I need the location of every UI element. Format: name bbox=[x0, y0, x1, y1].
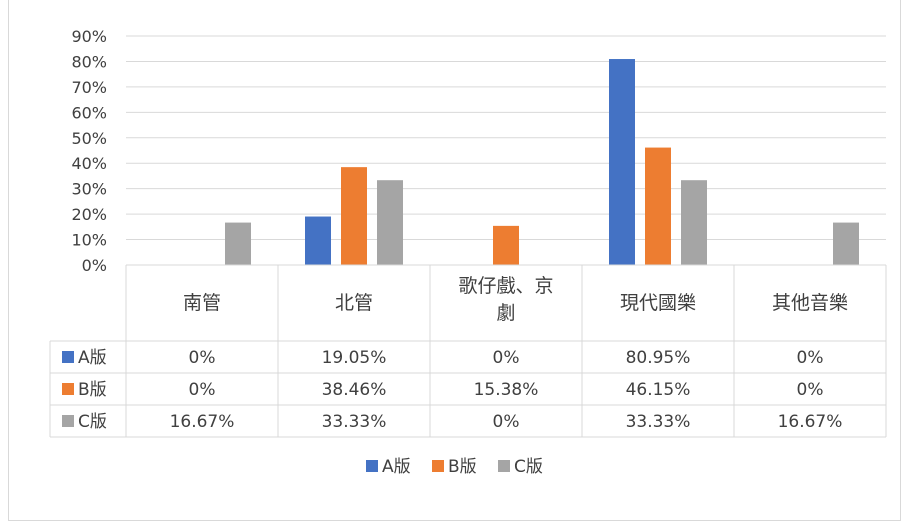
data-table-cell: 38.46% bbox=[322, 380, 387, 400]
y-tick-label: 80% bbox=[71, 52, 107, 71]
y-tick-label: 20% bbox=[71, 205, 107, 224]
y-tick-label: 60% bbox=[71, 103, 107, 122]
category-label: 其他音樂 bbox=[772, 292, 848, 314]
data-table-cell: 0% bbox=[189, 380, 216, 400]
data-table-cell: 19.05% bbox=[322, 348, 387, 368]
legend-swatch bbox=[432, 460, 444, 472]
row-legend-key bbox=[62, 351, 74, 363]
data-table-cell: 0% bbox=[797, 348, 824, 368]
category-label: 歌仔戲、京 bbox=[458, 275, 553, 297]
y-tick-label: 90% bbox=[71, 27, 107, 46]
row-legend-key bbox=[62, 415, 74, 427]
bar-C版-現代國樂 bbox=[681, 180, 707, 265]
row-series-label: B版 bbox=[78, 380, 107, 400]
bar-A版-北管 bbox=[305, 216, 331, 265]
data-table-cell: 0% bbox=[493, 348, 520, 368]
y-tick-label: 30% bbox=[71, 180, 107, 199]
legend-label: A版 bbox=[382, 457, 411, 477]
data-table-cell: 33.33% bbox=[626, 412, 691, 432]
data-table-cell: 80.95% bbox=[626, 348, 691, 368]
data-table-cell: 0% bbox=[797, 380, 824, 400]
row-series-label: A版 bbox=[78, 348, 107, 368]
category-label: 南管 bbox=[183, 292, 221, 314]
category-label: 劇 bbox=[496, 302, 515, 324]
data-table-cell: 16.67% bbox=[778, 412, 843, 432]
data-table-cell: 16.67% bbox=[170, 412, 235, 432]
row-legend-key bbox=[62, 383, 74, 395]
bar-B版-歌仔戲、京劇 bbox=[493, 225, 519, 265]
data-table-cell: 15.38% bbox=[474, 380, 539, 400]
bar-C版-其他音樂 bbox=[833, 222, 859, 265]
row-series-label: C版 bbox=[78, 412, 107, 432]
bar-B版-現代國樂 bbox=[645, 147, 671, 265]
y-tick-label: 0% bbox=[82, 256, 107, 275]
data-table-cell: 0% bbox=[493, 412, 520, 432]
legend-swatch bbox=[498, 460, 510, 472]
bar-C版-南管 bbox=[225, 222, 251, 265]
category-label: 現代國樂 bbox=[620, 292, 696, 314]
category-label: 北管 bbox=[335, 292, 373, 314]
legend-label: C版 bbox=[514, 457, 543, 477]
y-tick-label: 70% bbox=[71, 78, 107, 97]
bar-C版-北管 bbox=[377, 180, 403, 265]
data-table-cell: 46.15% bbox=[626, 380, 691, 400]
legend-swatch bbox=[366, 460, 378, 472]
y-tick-label: 50% bbox=[71, 129, 107, 148]
data-table-cell: 0% bbox=[189, 348, 216, 368]
y-tick-label: 40% bbox=[71, 154, 107, 173]
data-table-cell: 33.33% bbox=[322, 412, 387, 432]
legend-label: B版 bbox=[448, 457, 477, 477]
bar-B版-北管 bbox=[341, 167, 367, 265]
bar-A版-現代國樂 bbox=[609, 59, 635, 265]
y-tick-label: 10% bbox=[71, 231, 107, 250]
